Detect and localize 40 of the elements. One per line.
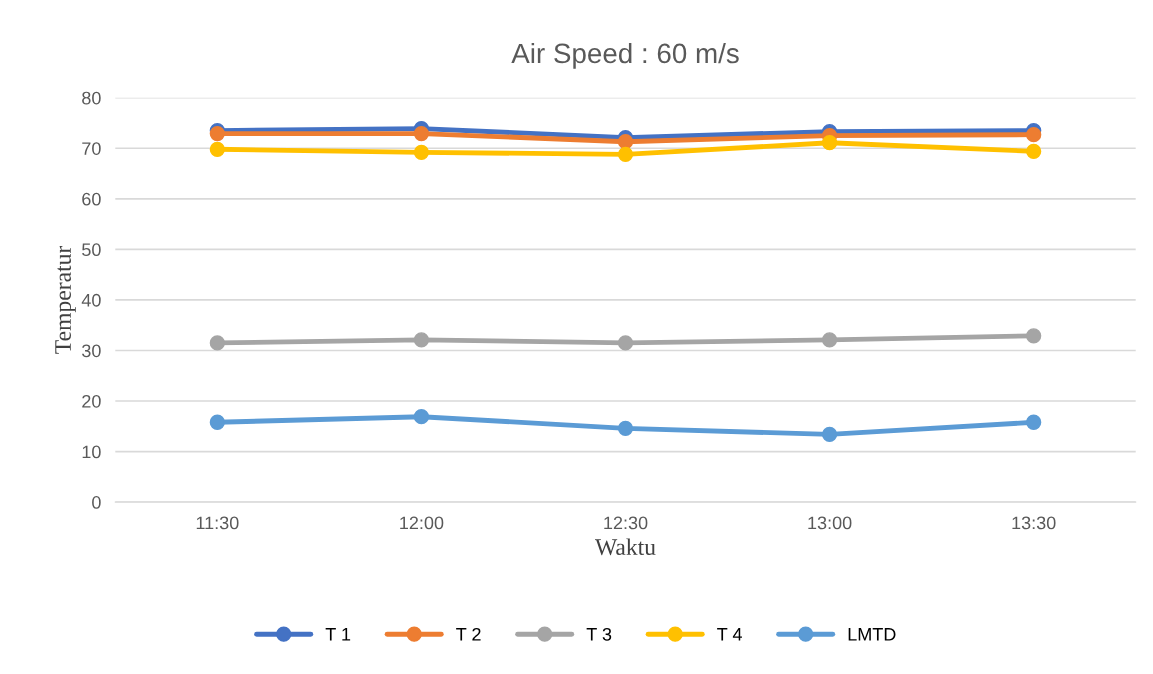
y-tick-label: 40 <box>81 293 101 307</box>
y-tick-label: 60 <box>82 192 101 206</box>
y-axis-title: Temperatur <box>55 245 76 354</box>
point <box>821 135 838 151</box>
x-tick-label: 13:00 <box>808 516 852 530</box>
point <box>821 426 838 443</box>
x-tick-label: 12:30 <box>604 516 648 530</box>
y-tick-label: 50 <box>82 243 101 257</box>
point <box>209 335 225 351</box>
point <box>617 420 634 436</box>
y-tick-label: 80 <box>82 91 101 105</box>
point <box>1026 414 1042 430</box>
point <box>209 141 225 157</box>
point <box>617 335 634 351</box>
point <box>209 414 225 430</box>
y-tick-label: 70 <box>82 142 101 155</box>
x-tick-label: 13:30 <box>1012 516 1056 530</box>
point <box>617 134 634 150</box>
x-tick-label: 11:30 <box>196 516 239 530</box>
x-axis-title: Waktu <box>595 538 656 556</box>
y-tick-label: 30 <box>82 344 101 358</box>
point <box>413 409 430 425</box>
y-tick-label: 0 <box>92 496 101 509</box>
point <box>1026 143 1042 159</box>
legend-label: T 1 <box>325 628 351 641</box>
y-tick-label: 10 <box>82 445 101 459</box>
legend-label: T 3 <box>586 627 612 641</box>
legend-label: T 4 <box>717 628 742 641</box>
point <box>413 125 430 142</box>
legend-label: T 2 <box>456 627 481 641</box>
point <box>617 146 634 162</box>
legend-label: LMTD <box>848 628 896 641</box>
chart-title: Air Speed : 60 m/s <box>511 42 739 69</box>
x-tick-label: 12:00 <box>400 516 444 530</box>
point <box>1026 126 1042 143</box>
point <box>413 332 430 348</box>
point <box>1026 328 1042 344</box>
point <box>413 144 430 160</box>
point <box>821 332 838 348</box>
y-tick-label: 20 <box>82 394 101 408</box>
